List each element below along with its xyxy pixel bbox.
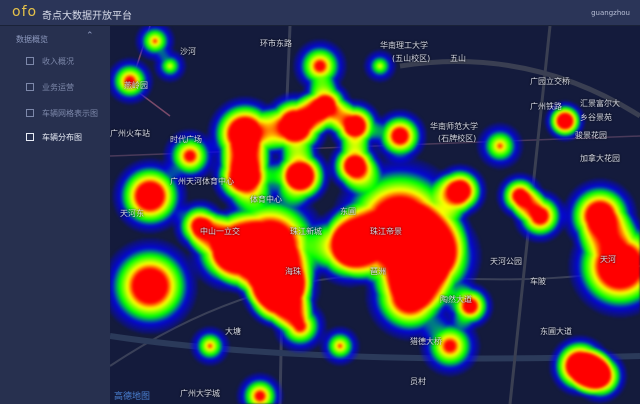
group-label: 数据概览 <box>16 35 48 44</box>
map-label: 加拿大花园 <box>580 154 620 163</box>
map-label: 大塘 <box>225 327 241 336</box>
map-label: 汇景富尔大 <box>580 99 620 108</box>
map-label: 东圃大道 <box>540 327 572 336</box>
sidebar-item-label: 车辆网格表示图 <box>42 108 98 118</box>
top-header: ofo 奇点大数据开放平台 guangzhou <box>0 0 640 26</box>
map-label: 燕岭园 <box>124 81 148 90</box>
sidebar-item-label: 车辆分布图 <box>42 132 82 142</box>
sidebar-item-income[interactable]: 收入概况 <box>26 54 108 68</box>
map-brand-logo: 高德地图 <box>114 392 151 402</box>
map-label: 天河公园 <box>490 257 522 266</box>
sidebar-item-grid[interactable]: 车辆网格表示图 <box>26 106 108 120</box>
map-icon <box>26 133 34 141</box>
sidebar-item-distribution[interactable]: 车辆分布图 <box>26 130 108 144</box>
map-label: 珠江新城 <box>290 227 322 236</box>
map-label: 广园立交桥 <box>530 77 570 86</box>
chevron-up-icon[interactable]: ⌃ <box>86 31 94 41</box>
map-label: 沙河 <box>180 47 196 56</box>
map-label: 体育中心 <box>250 195 282 204</box>
map-label: 乡谷景苑 <box>580 113 612 122</box>
map-label: 华南师范大学 <box>430 122 478 131</box>
chart-icon <box>26 57 34 65</box>
map-label: 猎德大桥 <box>410 337 442 346</box>
map-label: 琶洲 <box>370 267 386 276</box>
map-label: 陶然大道 <box>440 295 472 304</box>
map-label: 天河东 <box>120 209 144 218</box>
map-label: 中山一立交 <box>200 227 240 236</box>
user-name[interactable]: guangzhou <box>591 9 630 17</box>
map-label: 广州天河体育中心 <box>170 177 234 186</box>
map-label: (石牌校区) <box>438 134 477 143</box>
map-label: 天河 <box>600 255 616 264</box>
app-title: 奇点大数据开放平台 <box>42 11 132 22</box>
sidebar-item-label: 业务运营 <box>42 82 74 92</box>
map-label: 环市东路 <box>260 39 292 48</box>
map-label: 东圃 <box>340 207 356 216</box>
map-label: 骏景花园 <box>575 131 607 140</box>
sidebar: 数据概览 ⌃ 收入概况 业务运营 车辆网格表示图 车辆分布图 <box>0 26 110 404</box>
chart-icon <box>26 83 34 91</box>
heat-layer <box>110 26 640 404</box>
map-label: 华南理工大学 <box>380 41 428 50</box>
map-label: 广州铁路 <box>530 102 562 111</box>
sidebar-item-operations[interactable]: 业务运营 <box>26 80 108 94</box>
map-label: 广州大学城 <box>180 389 220 398</box>
map-label: 车陂 <box>530 277 546 286</box>
map-label: 员村 <box>410 377 426 386</box>
map-label: 广州火车站 <box>110 129 150 138</box>
map-label: 海珠 <box>285 267 301 276</box>
map-label: 时代广场 <box>170 135 202 144</box>
grid-icon <box>26 109 34 117</box>
ofo-logo: ofo <box>12 4 38 20</box>
sidebar-item-label: 收入概况 <box>42 56 74 66</box>
map-label: (五山校区) <box>392 54 431 63</box>
map-label: 五山 <box>450 54 466 63</box>
heatmap-map[interactable]: 沙河燕岭园广州火车站时代广场 环市东路 华南理工大学 (五山校区) 五山广园立交桥广州铁… <box>110 26 640 404</box>
map-label: 珠江帝景 <box>370 227 402 236</box>
